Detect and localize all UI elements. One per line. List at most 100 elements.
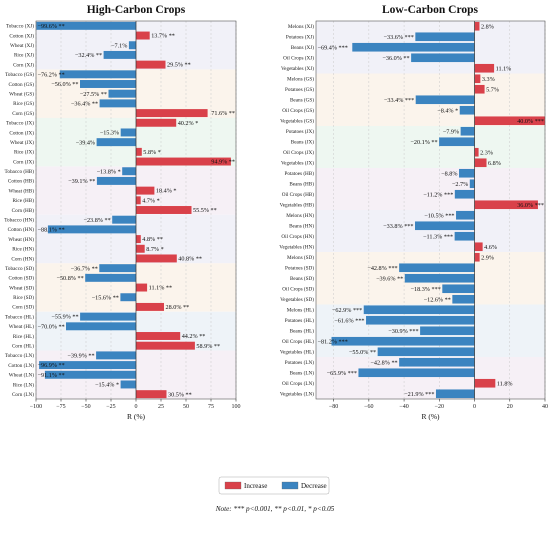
chart-title: High-Carbon Crops: [87, 4, 186, 16]
bar-value-label: −36.4% **: [71, 100, 98, 107]
bar-oil-crops-gs: [459, 105, 475, 115]
bar-potatoes-gs: [474, 84, 485, 94]
category-label: Tobacco (JX): [6, 120, 34, 127]
bar-cotton-ln: [39, 361, 136, 370]
category-label: Beans (HL): [290, 328, 315, 335]
x-tick-label: −100: [30, 404, 42, 410]
category-label: Potatoes (JX): [286, 128, 314, 135]
plot-frame: [315, 20, 546, 400]
bar-oil-crops-ln: [474, 378, 496, 388]
bar-value-label: −20.1% **: [410, 139, 437, 146]
bar-potatoes-xj: [415, 32, 475, 42]
bar-value-label: −33.6% ***: [384, 34, 414, 41]
bar-value-label: −7.9%: [443, 128, 459, 135]
bar-corn-ln: [136, 390, 167, 399]
bar-value-label: 40.0% ***: [517, 118, 544, 125]
region-band-hn: [316, 210, 545, 252]
bar-oil-crops-xj: [411, 53, 475, 63]
category-label: Beans (XJ): [291, 44, 314, 51]
bar-oil-crops-sd: [442, 284, 475, 294]
bar-melons-sd: [474, 252, 480, 262]
bar-value-label: 40.8% **: [178, 256, 202, 263]
bar-tobacco-xj: [36, 21, 136, 30]
bar-melons-hl: [363, 305, 475, 315]
category-label: Wheat (SD): [9, 284, 34, 291]
category-label: Tobacco (HB): [5, 168, 35, 175]
x-tick-label: −50: [81, 404, 90, 410]
bar-cotton-sd: [85, 273, 136, 282]
bar-cotton-hn: [47, 225, 136, 234]
x-tick-label: −80: [329, 404, 338, 410]
category-label: Melons (HL): [287, 307, 315, 314]
bar-corn-sd: [136, 302, 164, 311]
category-label: Vegetables (JX): [281, 160, 314, 167]
bar-value-label: −65.9% ***: [327, 370, 357, 377]
bar-tobacco-hl: [80, 312, 136, 321]
legend-label-decrease: Decrease: [301, 482, 327, 490]
category-label: Vegetables (SD): [280, 296, 314, 303]
category-label: Melons (GS): [287, 76, 314, 83]
bar-wheat-hl: [66, 322, 136, 331]
bar-wheat-hn: [136, 235, 141, 244]
bar-value-label: 11.8%: [497, 380, 513, 387]
bar-oil-crops-jx: [474, 147, 479, 157]
bar-value-label: 2.9%: [481, 254, 494, 261]
bar-value-label: 40.2% *: [178, 120, 199, 127]
bar-oil-crops-hb: [454, 189, 475, 199]
category-label: Wheat (LN): [9, 372, 34, 379]
category-label: Beans (JX): [291, 139, 314, 146]
category-label: Tobacco (HL): [5, 313, 34, 320]
category-label: Rice (GS): [13, 100, 34, 107]
x-tick-label: 100: [232, 404, 241, 410]
category-label: Cotton (HN): [8, 226, 35, 233]
bar-value-label: −36.7% **: [71, 265, 98, 272]
x-tick-label: 0: [473, 404, 476, 410]
category-label: Potatoes (GS): [285, 86, 314, 93]
bar-value-label: −55.0% **: [349, 349, 376, 356]
bar-beans-xj: [352, 42, 475, 52]
bar-value-label: −11.2% ***: [423, 191, 453, 198]
bar-vegetables-ln: [435, 389, 475, 399]
bar-vegetables-gs: [474, 116, 545, 126]
bar-value-label: 5.8% *: [143, 149, 161, 156]
bar-value-label: −30.9% ***: [388, 328, 418, 335]
bar-value-label: −39.1% **: [68, 178, 95, 185]
category-label: Rice (JX): [14, 149, 34, 156]
bar-wheat-jx: [96, 138, 136, 147]
bar-vegetables-hb: [474, 200, 538, 210]
bar-potatoes-ln: [399, 357, 475, 367]
bar-value-label: 3.3%: [482, 76, 495, 83]
category-label: Rice (SD): [13, 294, 34, 301]
category-label: Melons (XJ): [288, 23, 314, 30]
bar-vegetables-hl: [377, 347, 475, 357]
bar-tobacco-ln: [96, 351, 136, 360]
category-label: Potatoes (LN): [285, 359, 315, 366]
bar-value-label: −50.8% **: [56, 275, 83, 282]
bar-value-label: −8.8%: [441, 170, 457, 177]
bar-melons-xj: [474, 21, 480, 31]
x-tick-label: −25: [106, 404, 115, 410]
bar-value-label: 2.3%: [480, 149, 493, 156]
bar-tobacco-hn: [112, 215, 136, 224]
category-label: Oil Crops (HB): [282, 191, 315, 198]
bar-cotton-hb: [96, 176, 136, 185]
bar-value-label: −62.9% ***: [332, 307, 362, 314]
bar-beans-hb: [469, 179, 475, 189]
bar-value-label: −36.0% **: [382, 55, 409, 62]
bar-value-label: −21.9% ***: [404, 391, 434, 398]
category-label: Corn (SD): [12, 304, 34, 311]
category-label: Oil Crops (GS): [282, 107, 314, 114]
legend-box: [218, 476, 330, 495]
category-label: Wheat (XJ): [10, 42, 34, 49]
category-label: Rice (HL): [13, 333, 34, 340]
category-label: Wheat (GS): [9, 90, 34, 97]
category-label: Corn (GS): [12, 110, 34, 117]
footnote: Note: *** p<0.001, ** p<0.01, * p<0.05: [215, 505, 335, 513]
category-label: Cotton (JX): [9, 129, 34, 136]
chart-title: Low-Carbon Crops: [382, 4, 478, 16]
category-label: Potatoes (SD): [285, 265, 314, 272]
bar-value-label: −32.4% **: [75, 52, 102, 59]
category-label: Potatoes (HB): [284, 170, 314, 177]
bar-rice-sd: [120, 293, 136, 302]
